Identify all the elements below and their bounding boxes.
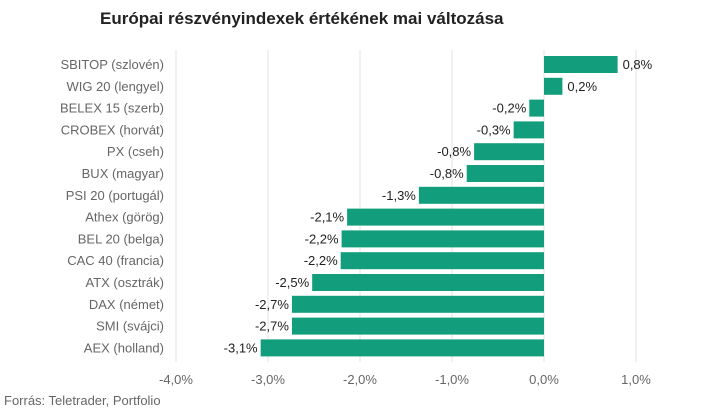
data-labels: 0,8% 0,2% -0,2% -0,3% -0,8% -0,8% -1,3% -2,1% -2… — [224, 57, 653, 355]
category-label: CAC 40 (francia) — [67, 253, 164, 268]
bar — [418, 186, 544, 204]
data-label: -0,8% — [437, 144, 471, 159]
data-label: -0,8% — [430, 166, 464, 181]
bar — [312, 274, 544, 291]
category-label: PSI 20 (portugál) — [66, 188, 164, 203]
bar — [260, 339, 544, 357]
data-label: 0,2% — [567, 79, 597, 94]
bar — [291, 295, 544, 313]
category-label: SBITOP (szlovén) — [60, 57, 164, 72]
bars — [260, 56, 618, 357]
bar — [474, 143, 544, 161]
data-label: -3,1% — [224, 340, 258, 355]
bar — [466, 165, 544, 182]
category-label: CROBEX (horvát) — [61, 122, 164, 137]
bar — [544, 77, 563, 95]
chart-title: Európai részvényindexek értékének mai vá… — [100, 9, 504, 28]
bar — [291, 317, 544, 335]
source-note: Forrás: Teletrader, Portfolio — [4, 393, 161, 408]
x-tick-label: -3,0% — [251, 372, 285, 387]
bar — [544, 56, 618, 73]
data-label: -0,2% — [492, 101, 526, 116]
data-label: -2,7% — [255, 297, 289, 312]
x-axis-tick-labels: -4,0% -3,0% -2,0% -1,0% 0,0% 1,0% — [159, 372, 651, 387]
bar — [340, 252, 544, 270]
x-tick-label: 1,0% — [621, 372, 651, 387]
bar — [529, 99, 544, 117]
category-labels: SBITOP (szlovén) WIG 20 (lengyel) BELEX 15… — [60, 57, 164, 355]
data-label: -1,3% — [382, 188, 416, 203]
bar — [341, 230, 544, 248]
category-label: Athex (görög) — [85, 210, 164, 225]
data-label: -2,5% — [275, 275, 309, 290]
category-label: BELEX 15 (szerb) — [60, 101, 164, 116]
category-label: ATX (osztrák) — [86, 275, 165, 290]
x-tick-label: 0,0% — [529, 372, 559, 387]
category-label: DAX (német) — [89, 297, 164, 312]
data-label: -2,1% — [310, 210, 344, 225]
x-tick-label: -1,0% — [435, 372, 469, 387]
bar — [513, 121, 544, 139]
category-label: PX (cseh) — [107, 144, 164, 159]
x-tick-label: -4,0% — [159, 372, 193, 387]
data-label: -2,7% — [255, 319, 289, 334]
data-label: 0,8% — [623, 57, 653, 72]
data-label: -0,3% — [477, 122, 511, 137]
category-label: WIG 20 (lengyel) — [66, 79, 164, 94]
x-tick-label: -2,0% — [343, 372, 377, 387]
bar — [347, 208, 544, 226]
category-label: BEL 20 (belga) — [78, 231, 164, 246]
data-label: -2,2% — [304, 253, 338, 268]
data-label: -2,2% — [305, 231, 339, 246]
category-label: AEX (holland) — [84, 340, 164, 355]
category-label: SMI (svájci) — [96, 319, 164, 334]
gridlines — [175, 50, 637, 362]
category-label: BUX (magyar) — [82, 166, 164, 181]
